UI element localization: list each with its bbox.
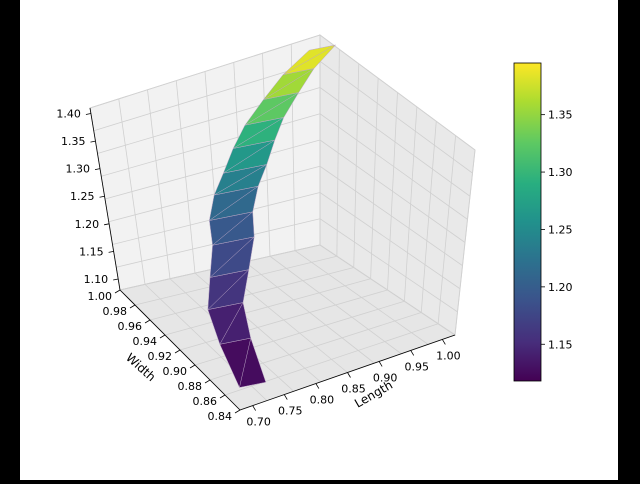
x-tick-label: 1.00 xyxy=(436,349,461,362)
surface-edge xyxy=(233,117,284,149)
colorbar-ticks: 1.15 1.20 1.25 1.30 1.35 xyxy=(541,109,573,351)
colorbar-tick-label: 1.20 xyxy=(548,281,573,294)
x-axis-ticks: 0.70 0.75 0.80 0.85 0.90 0.95 1.00 xyxy=(246,339,461,429)
surface-edge xyxy=(239,338,252,388)
colorbar-tick-label: 1.35 xyxy=(548,109,573,122)
z-tick-label: 1.25 xyxy=(70,190,95,203)
y-tick-label: 1.00 xyxy=(88,290,113,303)
z-axis-ticks: 1.10 1.15 1.20 1.25 1.30 1.35 1.40 xyxy=(56,108,119,286)
x-tick-label: 0.70 xyxy=(246,416,271,429)
y-tick-label: 0.90 xyxy=(163,365,188,378)
surface-edge xyxy=(223,139,275,174)
surface-edge xyxy=(219,302,244,345)
x-tick-label: 0.95 xyxy=(404,360,429,373)
x-tick-label: 0.85 xyxy=(341,383,366,396)
z-tick-label: 1.30 xyxy=(66,163,91,176)
surface-edge xyxy=(282,44,336,75)
y-tick-label: 0.84 xyxy=(208,410,233,423)
colorbar-tick-label: 1.30 xyxy=(548,166,573,179)
surface-edge xyxy=(209,186,259,221)
z-tick-label: 1.40 xyxy=(56,108,81,121)
z-tick-label: 1.15 xyxy=(79,245,104,258)
surface-edge xyxy=(209,236,255,278)
colorbar-tick-label: 1.15 xyxy=(548,338,573,351)
x-tick-label: 0.80 xyxy=(310,394,335,407)
y-tick-label: 0.94 xyxy=(133,335,158,348)
x-tick-label: 0.75 xyxy=(278,405,303,418)
colorbar xyxy=(513,62,542,382)
surface-mesh xyxy=(207,44,337,388)
y-tick-label: 0.88 xyxy=(178,380,203,393)
surface-edge xyxy=(244,92,299,126)
y-tick-label: 0.98 xyxy=(103,305,128,318)
y-tick-label: 0.96 xyxy=(118,320,143,333)
x-tick-label: 0.90 xyxy=(373,371,398,384)
y-axis-ticks: 0.84 0.86 0.88 0.90 0.92 0.94 0.96 0.98 1.00 xyxy=(88,289,241,423)
z-tick-label: 1.35 xyxy=(61,135,86,148)
surface-edge xyxy=(212,211,253,246)
surface-edge xyxy=(214,164,267,196)
figure: 1.10 1.15 1.20 1.25 1.30 1.35 1.40 0.84 0.86 0.8… xyxy=(20,0,618,480)
y-tick-label: 0.92 xyxy=(148,350,173,363)
colorbar-tick-label: 1.25 xyxy=(548,223,573,236)
surface-edge xyxy=(207,269,250,310)
z-tick-label: 1.10 xyxy=(84,273,109,286)
surface-chart: 1.101.151.201.251.301.351.40 0.840.860.8… xyxy=(56,34,573,429)
z-tick-label: 1.20 xyxy=(75,218,100,231)
y-tick-label: 0.86 xyxy=(193,395,218,408)
surface-edge xyxy=(263,68,315,100)
